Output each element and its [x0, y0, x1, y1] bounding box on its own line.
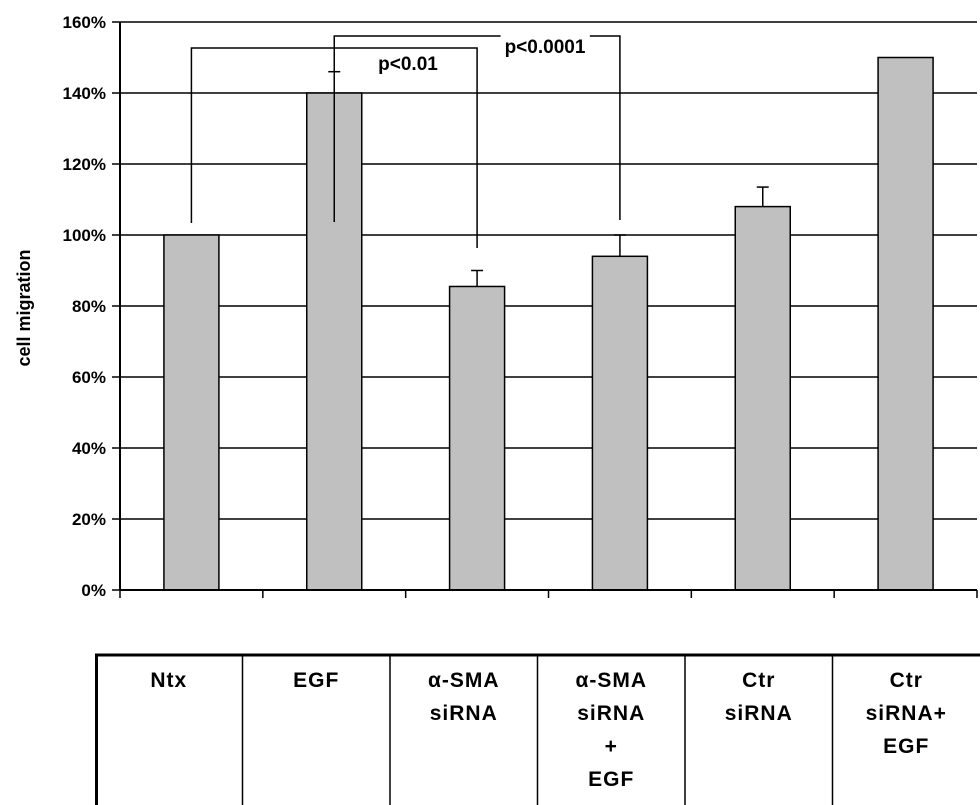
- significance-label-bg: [500, 35, 590, 60]
- y-axis-label: cell migration: [14, 249, 34, 366]
- bars: [163, 56, 934, 591]
- y-tick-labels: 0% 20% 40% 60% 80% 100% 120% 140% 160%: [63, 13, 106, 600]
- y-tick-label: 100%: [63, 226, 106, 245]
- y-tick-label: 120%: [63, 155, 106, 174]
- significance-label: p<0.0001: [505, 37, 586, 58]
- category-label: siRNA+: [866, 702, 947, 725]
- category-label: Ctr: [742, 669, 775, 692]
- category-label: siRNA: [430, 702, 498, 725]
- gridlines: [112, 21, 977, 591]
- category-label: siRNA: [577, 702, 645, 725]
- category-label: EGF: [293, 669, 339, 692]
- bar: [591, 255, 649, 591]
- y-tick-label: 160%: [63, 13, 106, 32]
- category-label: Ctr: [890, 669, 923, 692]
- y-tick-label: 80%: [72, 297, 106, 316]
- category-label: EGF: [883, 735, 929, 758]
- bar: [448, 285, 506, 591]
- category-label: +: [605, 735, 618, 758]
- category-table: Ntx EGF α-SMAsiRNAα-SMAsiRNA+EGFCtrsiRNACt…: [95, 653, 980, 805]
- category-label: α-SMA: [428, 669, 500, 692]
- bar: [877, 56, 934, 591]
- y-tick-label: 60%: [72, 368, 106, 387]
- category-label: siRNA: [725, 702, 793, 725]
- table-border: [95, 653, 980, 805]
- category-label: EGF: [588, 768, 634, 791]
- y-tick-label: 40%: [72, 439, 106, 458]
- category-label: Ntx: [150, 669, 187, 692]
- y-tick-label: 0%: [81, 581, 106, 600]
- axes: [119, 22, 978, 598]
- y-tick-label: 20%: [72, 510, 106, 529]
- category-label: α-SMA: [575, 669, 647, 692]
- significance-brackets: p<0.01 p<0.0001: [190, 35, 621, 248]
- significance-bracket: [333, 35, 621, 222]
- bar: [163, 234, 220, 591]
- error-bars: [328, 70, 769, 287]
- bar: [734, 205, 791, 591]
- significance-label: p<0.01: [378, 54, 438, 75]
- y-tick-label: 140%: [63, 84, 106, 103]
- significance-label-bg: [374, 52, 443, 77]
